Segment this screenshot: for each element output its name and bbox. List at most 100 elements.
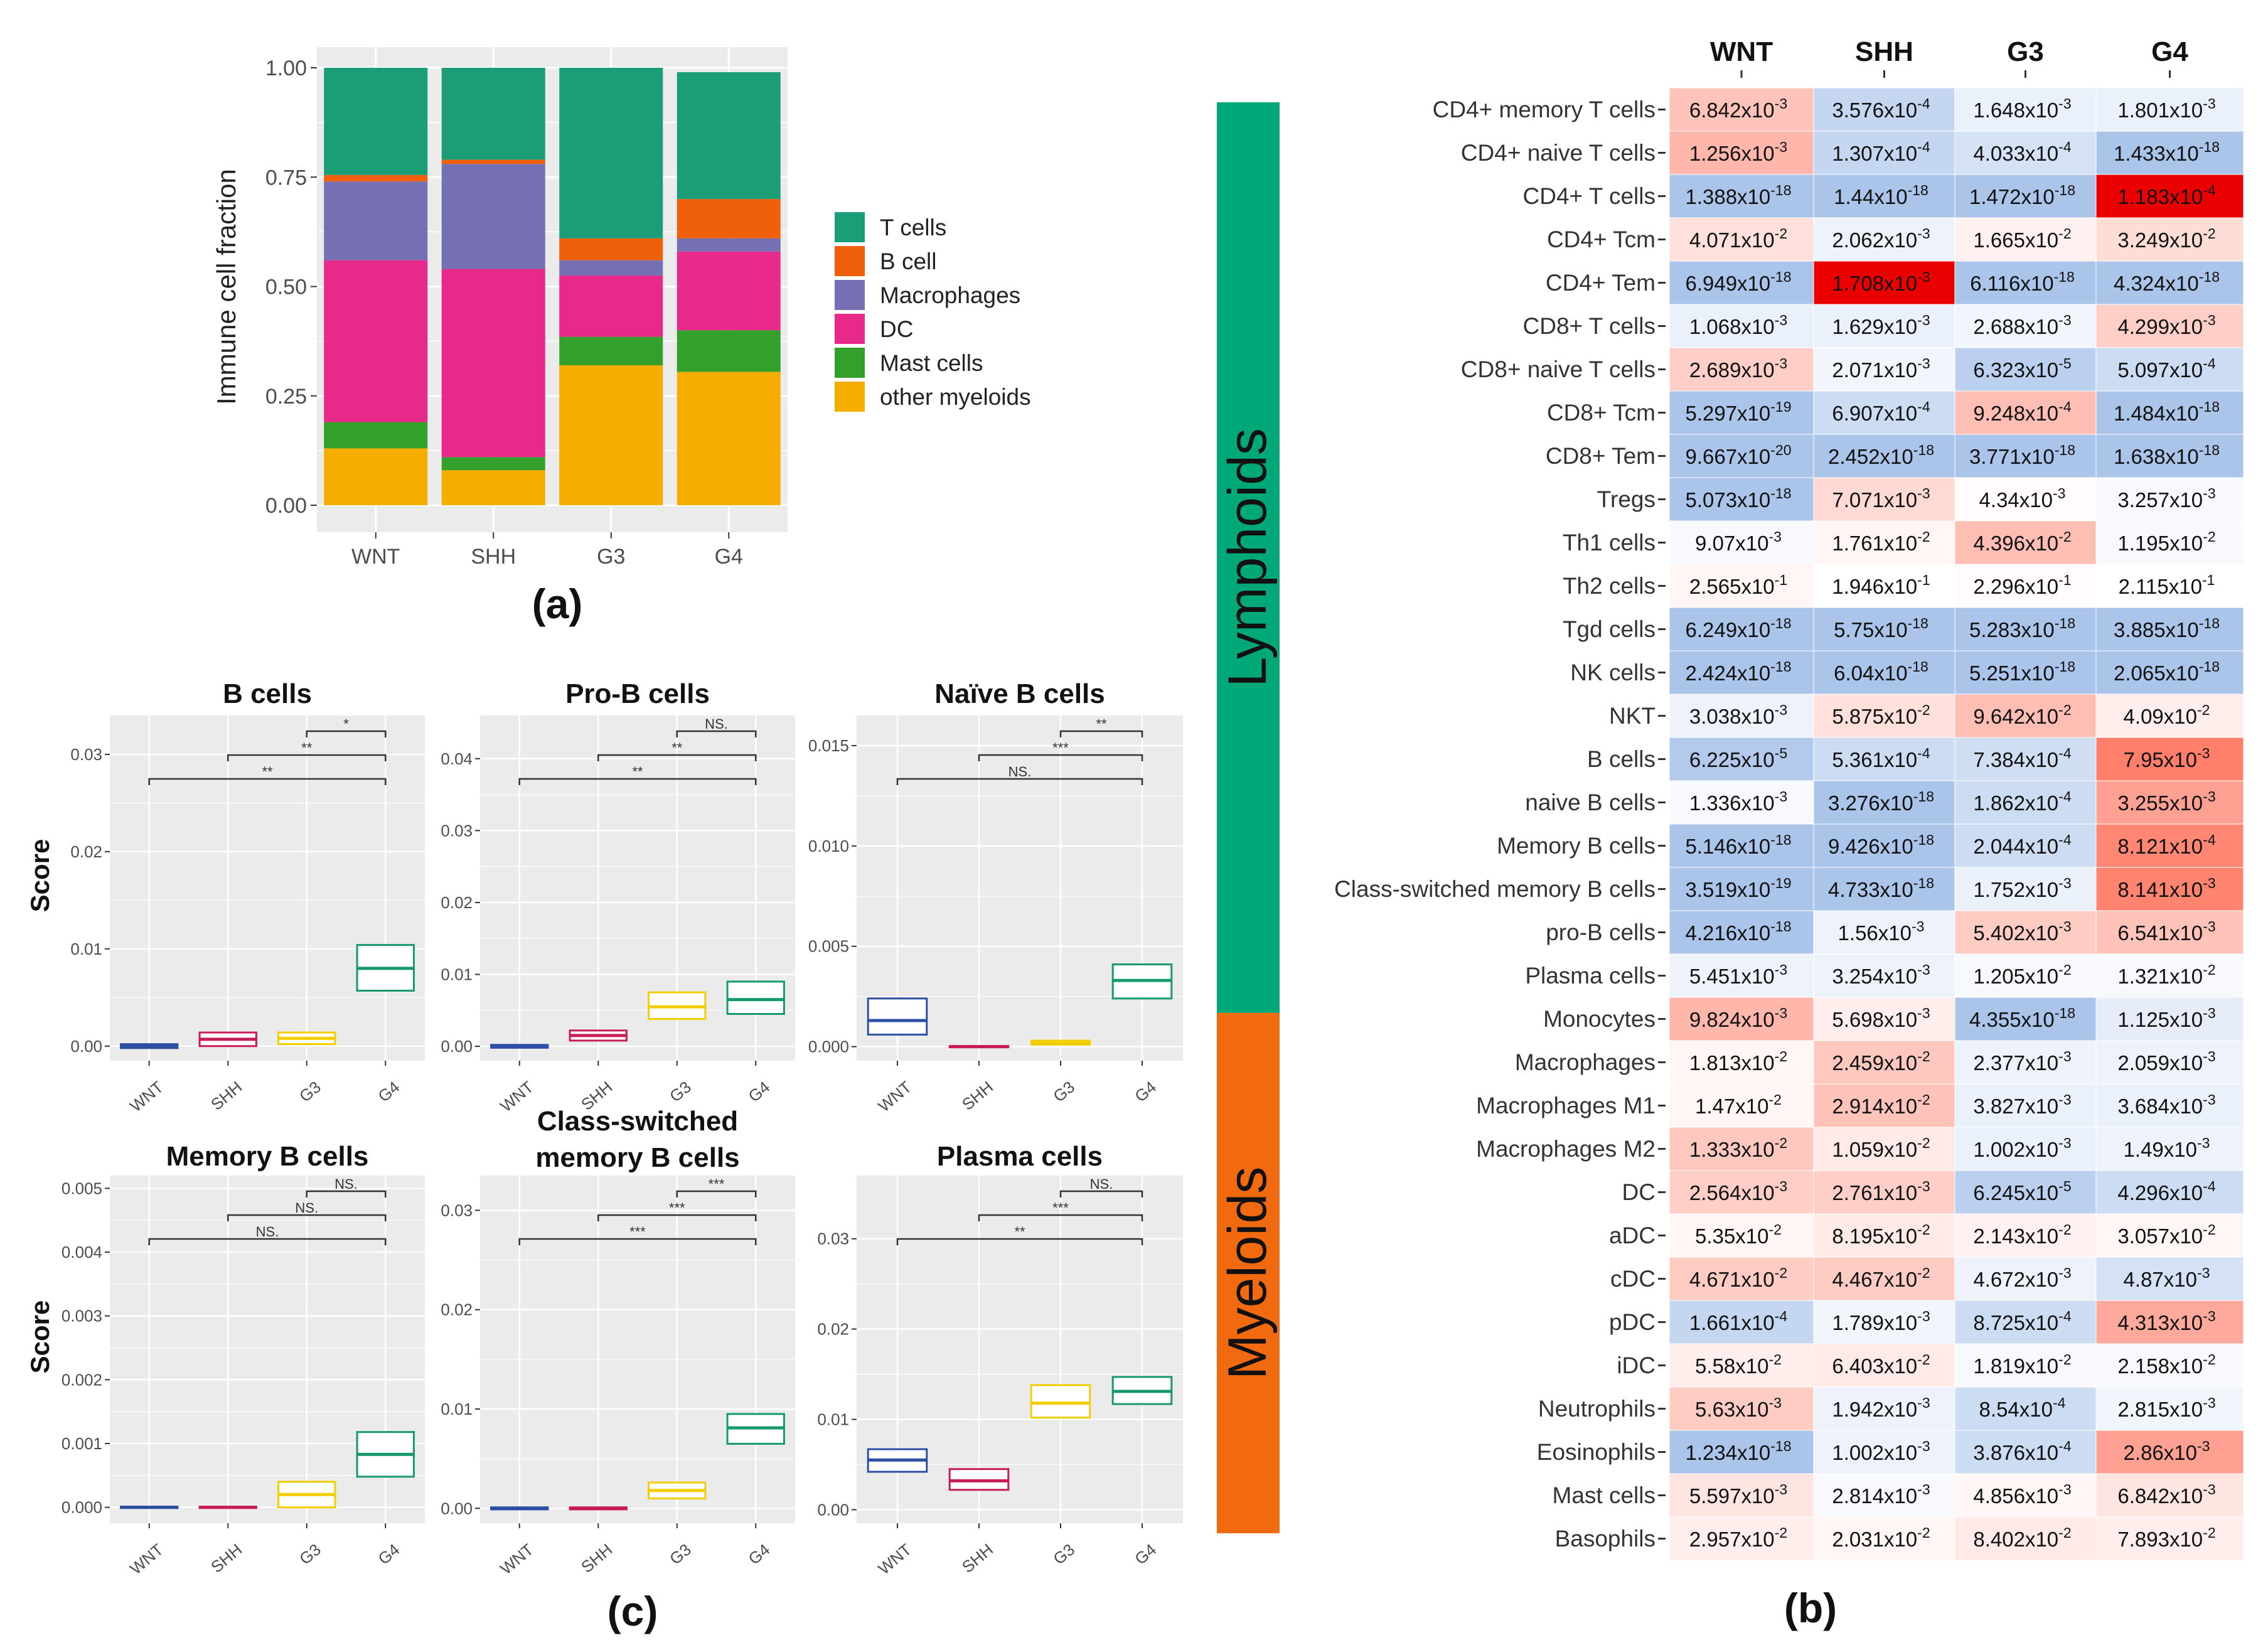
heatmap-cell-value: 1.484x10-18 (2114, 399, 2220, 425)
bar-segment (677, 251, 781, 331)
box-panel-title: Plasma cells (937, 1141, 1103, 1172)
heatmap-row-label: CD4+ Tem (1546, 270, 1656, 296)
x-tick-label-c: WNT (875, 1540, 916, 1578)
y-tick-label-c: 0.01 (441, 965, 473, 984)
heatmap-row-label: DC (1622, 1179, 1656, 1205)
heatmap-cell-value: 6.249x10-18 (1685, 615, 1791, 641)
x-tick-label-c: SHH (577, 1540, 616, 1577)
heatmap-cell-value: 5.283x10-18 (1969, 615, 2075, 641)
plot-background-c (110, 715, 425, 1061)
significance-label: NS. (256, 1224, 279, 1240)
heatmap-cell-value: 3.827x10-3 (1973, 1091, 2071, 1118)
significance-label: ** (301, 740, 313, 756)
heatmap-cell (1954, 1083, 2097, 1128)
heatmap-cell (1954, 260, 2097, 305)
legend-label: DC (880, 316, 913, 342)
heatmap-cell-value: 7.384x10-4 (1973, 745, 2071, 771)
significance-label: * (343, 716, 349, 732)
x-tick-label-a: SHH (471, 545, 516, 569)
x-tick-label-c: G3 (1049, 1078, 1078, 1106)
heatmap-cell (1669, 910, 1814, 955)
plot-background-c (480, 1176, 795, 1523)
y-tick-label-c: 0.03 (441, 821, 473, 840)
significance-label: ** (1096, 716, 1107, 732)
heatmap-cell-value: 8.402x10-2 (1973, 1525, 2071, 1551)
heatmap-cell (2095, 87, 2244, 132)
heatmap-cell (1669, 694, 1814, 738)
heatmap-cell-value: 2.689x10-3 (1689, 355, 1787, 382)
heatmap-cell-value: 1.336x10-3 (1689, 788, 1787, 815)
y-tick-label-c: 0.02 (70, 842, 102, 861)
heatmap-cell-value: 2.564x10-3 (1689, 1178, 1787, 1204)
heatmap-cell-value: 4.856x10-3 (1973, 1481, 2071, 1508)
heatmap-cell (2095, 910, 2244, 955)
y-tick-label-c: 0.02 (441, 1300, 473, 1319)
heatmap-cell-value: 2.761x10-3 (1832, 1178, 1930, 1204)
heatmap-cell-value: 2.296x10-1 (1973, 572, 2071, 598)
heatmap-cell (2095, 174, 2244, 218)
panel-label-a: (a) (532, 581, 583, 627)
bar-segment (559, 260, 663, 276)
heatmap-cell-value: 1.942x10-3 (1832, 1395, 1930, 1421)
heatmap-cell-value: 1.56x10-3 (1838, 918, 1925, 945)
legend-swatch (835, 280, 865, 310)
x-tick-label-c: G3 (666, 1078, 695, 1106)
heatmap-cell-value: 4.671x10-2 (1689, 1265, 1787, 1291)
heatmap-cell (1813, 694, 1955, 738)
bar-segment (677, 330, 781, 372)
heatmap-cell-value: 1.125x10-3 (2117, 1005, 2215, 1031)
heatmap-cell (1669, 1083, 1814, 1128)
heatmap-cell (1954, 1170, 2097, 1214)
heatmap-cell (2095, 1300, 2244, 1344)
heatmap-cell-value: 6.403x10-2 (1832, 1351, 1930, 1378)
heatmap-cell-value: 1.761x10-2 (1832, 528, 1930, 555)
heatmap-cell-value: 3.254x10-3 (1832, 962, 1930, 988)
y-tick-label-c: 0.000 (62, 1498, 102, 1517)
significance-label: NS. (705, 716, 728, 732)
legend-label: Mast cells (880, 350, 983, 376)
heatmap-cell-value: 4.071x10-2 (1689, 225, 1787, 252)
heatmap-cell (1954, 867, 2097, 911)
heatmap-cell-value: 6.949x10-18 (1685, 269, 1791, 295)
y-tick-label-a: 0.00 (265, 494, 307, 518)
heatmap-cell (1669, 217, 1814, 262)
heatmap-cell-value: 6.842x10-3 (1689, 95, 1787, 122)
heatmap-cell-value: 8.121x10-4 (2117, 832, 2215, 858)
significance-bracket (1059, 730, 1143, 737)
heatmap-cell (2095, 1516, 2244, 1561)
heatmap-cell (2095, 1083, 2244, 1128)
heatmap-cell (1669, 1257, 1814, 1301)
y-tick-label-c: 0.02 (441, 893, 473, 912)
box-panel-title: Naïve B cells (934, 678, 1105, 709)
heatmap-row-label: NK cells (1570, 660, 1656, 685)
heatmap-cell-value: 4.313x10-3 (2117, 1308, 2215, 1334)
heatmap-cell (2095, 390, 2244, 435)
box-panel-title: memory B cells (535, 1142, 739, 1173)
heatmap-cell-value: 1.234x10-18 (1685, 1438, 1791, 1464)
x-tick-label-c: WNT (496, 1540, 537, 1578)
significance-bracket (306, 730, 387, 737)
heatmap-cell-value: 2.814x10-3 (1832, 1481, 1930, 1508)
y-tick-label-c: 0.01 (70, 940, 102, 958)
heatmap-cell-value: 1.472x10-18 (1969, 182, 2075, 208)
box (867, 997, 928, 1036)
heatmap-row-label: pro-B cells (1546, 919, 1656, 945)
heatmap-row-label: B cells (1587, 746, 1656, 772)
significance-bracket (227, 754, 387, 761)
group-label: Myeloids (1217, 1167, 1278, 1380)
x-tick-label-c: G4 (1131, 1540, 1160, 1568)
heatmap-cell (1669, 477, 1814, 522)
heatmap-cell-value: 2.031x10-2 (1832, 1525, 1930, 1551)
bar-segment (324, 174, 428, 182)
heatmap-row-label: Eosinophils (1537, 1439, 1656, 1465)
heatmap-cell-value: 6.323x10-5 (1973, 355, 2071, 382)
heatmap-cell-value: 2.062x10-3 (1832, 225, 1930, 252)
heatmap-cell-value: 2.044x10-4 (1973, 832, 2071, 858)
x-tick-label-c: G3 (296, 1078, 324, 1106)
bar-segment (677, 72, 781, 200)
heatmap-cell-value: 2.115x10-1 (2119, 572, 2215, 598)
y-tick-label-c: 0.005 (62, 1179, 102, 1198)
heatmap-cell (1954, 564, 2097, 608)
heatmap-cell (1813, 217, 1955, 262)
bar-segment (324, 260, 428, 422)
